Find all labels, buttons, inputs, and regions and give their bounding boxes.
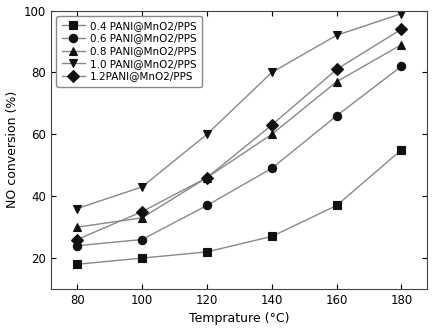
1.0 PANI@MnO2/PPS: [139, 185, 145, 189]
0.6 PANI@MnO2/PPS: [204, 204, 210, 208]
0.4 PANI@MnO2/PPS: [74, 262, 80, 266]
Line: 1.0 PANI@MnO2/PPS: 1.0 PANI@MnO2/PPS: [73, 10, 406, 213]
1.0 PANI@MnO2/PPS: [204, 132, 210, 136]
0.6 PANI@MnO2/PPS: [399, 64, 404, 68]
1.2PANI@MnO2/PPS: [399, 27, 404, 31]
X-axis label: Temprature (°C): Temprature (°C): [189, 312, 290, 325]
Y-axis label: NO conversion (%): NO conversion (%): [6, 91, 19, 209]
1.0 PANI@MnO2/PPS: [269, 71, 275, 74]
1.2PANI@MnO2/PPS: [139, 210, 145, 213]
0.4 PANI@MnO2/PPS: [204, 250, 210, 254]
1.2PANI@MnO2/PPS: [204, 176, 210, 180]
0.4 PANI@MnO2/PPS: [399, 148, 404, 152]
1.2PANI@MnO2/PPS: [269, 123, 275, 127]
1.0 PANI@MnO2/PPS: [334, 33, 339, 37]
0.8 PANI@MnO2/PPS: [334, 80, 339, 84]
1.0 PANI@MnO2/PPS: [74, 207, 80, 211]
0.4 PANI@MnO2/PPS: [334, 204, 339, 208]
0.8 PANI@MnO2/PPS: [139, 216, 145, 220]
Line: 0.8 PANI@MnO2/PPS: 0.8 PANI@MnO2/PPS: [73, 40, 406, 231]
1.2PANI@MnO2/PPS: [74, 238, 80, 242]
0.8 PANI@MnO2/PPS: [204, 176, 210, 180]
1.0 PANI@MnO2/PPS: [399, 12, 404, 16]
Line: 0.4 PANI@MnO2/PPS: 0.4 PANI@MnO2/PPS: [73, 146, 406, 268]
0.6 PANI@MnO2/PPS: [334, 114, 339, 118]
0.4 PANI@MnO2/PPS: [139, 256, 145, 260]
Line: 1.2PANI@MnO2/PPS: 1.2PANI@MnO2/PPS: [73, 25, 406, 244]
0.8 PANI@MnO2/PPS: [399, 43, 404, 47]
0.6 PANI@MnO2/PPS: [74, 244, 80, 248]
0.8 PANI@MnO2/PPS: [269, 132, 275, 136]
0.8 PANI@MnO2/PPS: [74, 225, 80, 229]
0.6 PANI@MnO2/PPS: [139, 238, 145, 242]
Legend: 0.4 PANI@MnO2/PPS, 0.6 PANI@MnO2/PPS, 0.8 PANI@MnO2/PPS, 1.0 PANI@MnO2/PPS, 1.2P: 0.4 PANI@MnO2/PPS, 0.6 PANI@MnO2/PPS, 0.…: [56, 16, 202, 87]
Line: 0.6 PANI@MnO2/PPS: 0.6 PANI@MnO2/PPS: [73, 62, 406, 250]
1.2PANI@MnO2/PPS: [334, 67, 339, 71]
0.4 PANI@MnO2/PPS: [269, 234, 275, 238]
0.6 PANI@MnO2/PPS: [269, 166, 275, 170]
